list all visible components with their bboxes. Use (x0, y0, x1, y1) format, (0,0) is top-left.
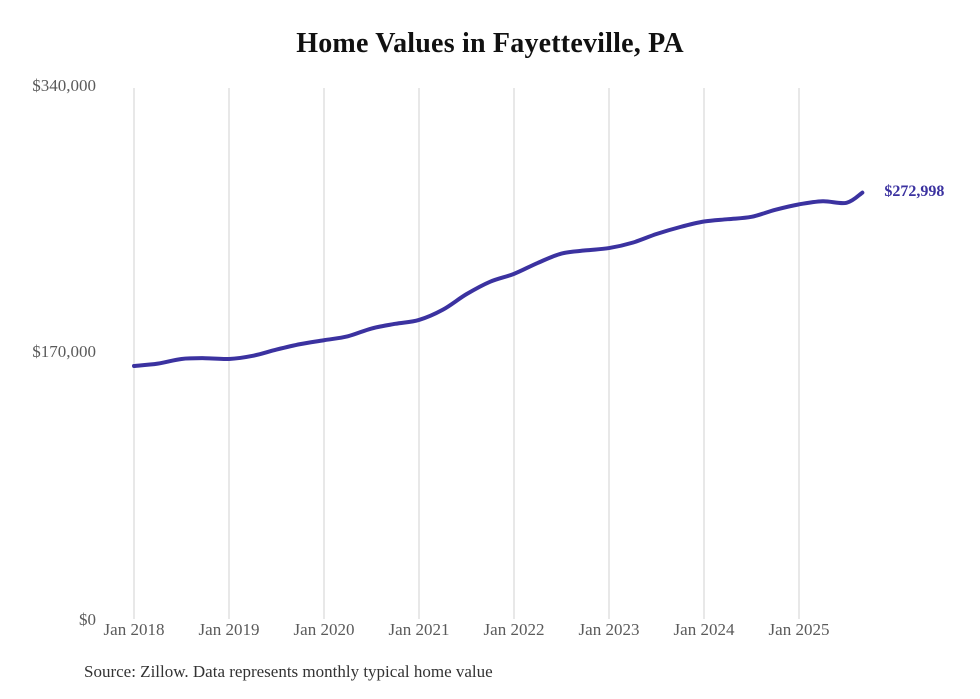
x-tick-label-jan-2024: Jan 2024 (673, 620, 735, 639)
x-tick-label-jan-2022: Jan 2022 (483, 620, 545, 639)
end-value-annotation: $272,998 (884, 182, 945, 200)
source-note: Source: Zillow. Data represents monthly … (84, 662, 493, 681)
x-tick-label-jan-2020: Jan 2020 (293, 620, 355, 639)
series-line-typical-home-value (132, 190, 865, 368)
x-tick-label-jan-2025: Jan 2025 (768, 620, 830, 639)
x-tick-label-jan-2023: Jan 2023 (578, 620, 640, 639)
x-tick-label-jan-2018: Jan 2018 (103, 620, 165, 639)
y-tick-label-bottom: $0 (79, 610, 96, 629)
gridlines (133, 88, 800, 619)
x-tick-label-jan-2019: Jan 2019 (198, 620, 260, 639)
x-axis: Jan 2018 Jan 2019 Jan 2020 Jan 2021 Jan 2022… (0, 620, 980, 650)
y-tick-label-mid: $170,000 (32, 342, 96, 361)
x-tick-label-jan-2021: Jan 2021 (388, 620, 450, 639)
page-title: Home Values in Fayetteville, PA (296, 28, 684, 59)
y-tick-label-top: $340,000 (32, 76, 96, 95)
data-series-group (132, 190, 865, 368)
y-axis: $340,000 $170,000 $0 (0, 0, 96, 699)
